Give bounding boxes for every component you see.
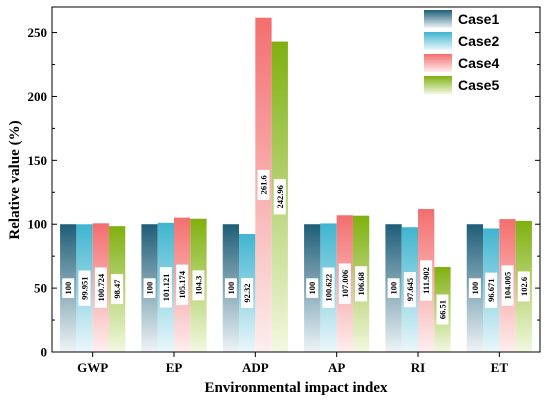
- data-label-case1-et: 100: [468, 278, 481, 298]
- legend-item-case2: Case2: [424, 32, 499, 50]
- data-label-case5-ep: 104.3: [192, 270, 205, 301]
- y-axis: 0 50 100 150 200 250: [28, 25, 540, 360]
- x-tick-label: ADP: [242, 360, 269, 375]
- data-label-case4-adp: 261.6: [257, 169, 270, 200]
- data-label-case2-adp: 92.32: [241, 278, 254, 309]
- data-label-case1-adp: 100: [224, 278, 237, 298]
- legend-label: Case1: [458, 11, 499, 27]
- y-tick-label: 100: [28, 217, 48, 232]
- legend-label: Case2: [458, 33, 499, 49]
- x-axis-title: Environmental impact index: [204, 380, 388, 396]
- data-label-case5-ap: 106.68: [355, 266, 368, 302]
- data-label-text: 97.645: [405, 278, 415, 301]
- data-label-text: 102.6: [519, 277, 529, 296]
- legend-item-case4: Case4: [424, 54, 499, 72]
- data-label-case2-ap: 100.622: [322, 267, 335, 308]
- data-label-case5-gwp: 98.47: [111, 274, 124, 305]
- legend-item-case5: Case5: [424, 76, 499, 94]
- data-label-text: 98.47: [112, 279, 122, 299]
- data-label-text: 100: [63, 282, 73, 295]
- data-label-text: 92.32: [242, 283, 252, 302]
- y-axis-title: Relative value (%): [7, 120, 23, 239]
- y-tick-label: 250: [28, 25, 48, 40]
- data-label-text: 100.724: [96, 273, 106, 301]
- legend-label: Case5: [458, 77, 499, 93]
- legend-swatch: [424, 76, 452, 94]
- x-tick-label: AP: [328, 360, 345, 375]
- data-label-case2-ri: 97.645: [403, 272, 416, 308]
- data-label-text: 111.902: [421, 267, 431, 294]
- data-label-text: 106.68: [356, 272, 366, 295]
- legend-label: Case4: [458, 55, 499, 71]
- data-label-case1-ap: 100: [306, 278, 319, 298]
- data-label-case2-ep: 101.121: [159, 267, 172, 308]
- data-label-text: 107.006: [340, 270, 350, 298]
- x-tick-label: RI: [411, 360, 425, 375]
- data-label-text: 104.3: [193, 276, 203, 295]
- data-label-case5-et: 102.6: [517, 271, 530, 302]
- data-label-text: 100: [389, 282, 399, 295]
- data-label-text: 96.671: [486, 279, 496, 302]
- y-tick-label: 150: [28, 153, 48, 168]
- data-label-case4-et: 104.005: [501, 265, 514, 306]
- y-tick-label: 0: [41, 345, 48, 360]
- data-label-text: 100: [307, 282, 317, 295]
- legend-swatch: [424, 32, 452, 50]
- data-label-case2-et: 96.671: [485, 272, 498, 308]
- y-tick-label: 50: [34, 281, 47, 296]
- data-label-case1-ri: 100: [387, 278, 400, 298]
- data-label-text: 66.51: [437, 300, 447, 319]
- plot-frame: [51, 6, 541, 353]
- data-label-case4-gwp: 100.724: [94, 267, 107, 308]
- x-tick-label: GWP: [77, 360, 108, 375]
- data-label-case2-gwp: 99.951: [78, 270, 91, 306]
- legend: Case1 Case2 Case4 Case5: [424, 10, 499, 94]
- data-label-text: 104.005: [502, 272, 512, 300]
- x-tick-label: ET: [491, 360, 509, 375]
- x-tick-label: EP: [166, 360, 183, 375]
- data-label-text: 100: [145, 282, 155, 295]
- legend-item-case1: Case1: [424, 10, 499, 28]
- data-label-case5-adp: 242.96: [273, 179, 286, 215]
- data-label-text: 242.96: [275, 185, 285, 208]
- data-label-case1-gwp: 100: [62, 278, 75, 298]
- data-label-text: 105.174: [177, 270, 187, 298]
- data-label-case1-ep: 100: [143, 278, 156, 298]
- data-label-text: 100.622: [324, 274, 334, 302]
- data-label-text: 101.121: [161, 274, 171, 302]
- data-label-case4-ri: 111.902: [420, 260, 433, 301]
- legend-swatch: [424, 10, 452, 28]
- y-tick-label: 200: [28, 89, 48, 104]
- data-labels-layer: 100 99.951 100.724 98.47 100 101.121 105.174 10…: [62, 169, 530, 325]
- data-label-case4-ap: 107.006: [338, 263, 351, 304]
- data-label-text: 100: [470, 282, 480, 295]
- data-label-text: 261.6: [258, 175, 268, 194]
- data-label-case4-ep: 105.174: [176, 264, 189, 306]
- data-label-text: 99.951: [80, 276, 90, 299]
- legend-swatch: [424, 54, 452, 72]
- data-label-case5-ri: 66.51: [436, 294, 449, 325]
- data-label-text: 100: [226, 282, 236, 295]
- x-axis: GWP EP ADP AP RI ET: [77, 352, 508, 375]
